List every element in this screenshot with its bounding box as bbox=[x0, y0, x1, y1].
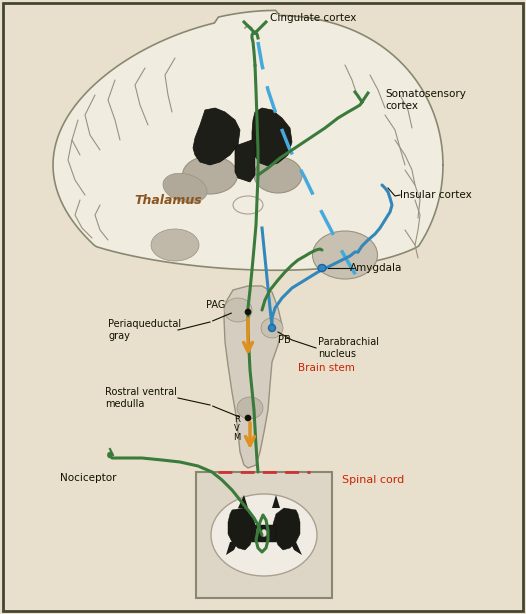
Ellipse shape bbox=[261, 318, 283, 338]
Polygon shape bbox=[238, 495, 248, 508]
Text: Spinal cord: Spinal cord bbox=[342, 475, 404, 485]
Text: R
V
M: R V M bbox=[232, 415, 240, 442]
Polygon shape bbox=[53, 10, 443, 270]
Text: Thalamus: Thalamus bbox=[134, 193, 202, 206]
Ellipse shape bbox=[183, 156, 238, 194]
Text: Amygdala: Amygdala bbox=[350, 263, 402, 273]
PathPatch shape bbox=[224, 286, 282, 468]
Polygon shape bbox=[193, 108, 240, 165]
Polygon shape bbox=[272, 495, 280, 508]
Ellipse shape bbox=[312, 231, 378, 279]
Text: Somatosensory
cortex: Somatosensory cortex bbox=[385, 89, 466, 111]
Polygon shape bbox=[273, 508, 300, 550]
Ellipse shape bbox=[233, 196, 263, 214]
Text: PAG: PAG bbox=[206, 300, 225, 310]
Text: Brain stem: Brain stem bbox=[298, 363, 355, 373]
Ellipse shape bbox=[261, 529, 267, 537]
Ellipse shape bbox=[237, 397, 263, 419]
Text: Cingulate cortex: Cingulate cortex bbox=[270, 13, 357, 23]
Text: Insular cortex: Insular cortex bbox=[400, 190, 472, 200]
Text: Rostral ventral
medulla: Rostral ventral medulla bbox=[105, 387, 177, 409]
Polygon shape bbox=[235, 140, 255, 182]
Text: Nociceptor: Nociceptor bbox=[60, 473, 116, 483]
Polygon shape bbox=[290, 542, 302, 555]
Text: Parabrachial
nucleus: Parabrachial nucleus bbox=[318, 337, 379, 359]
Ellipse shape bbox=[163, 173, 207, 203]
Ellipse shape bbox=[107, 452, 113, 458]
Polygon shape bbox=[252, 108, 292, 166]
Ellipse shape bbox=[318, 265, 326, 271]
Ellipse shape bbox=[211, 494, 317, 576]
Ellipse shape bbox=[245, 309, 251, 315]
Ellipse shape bbox=[268, 325, 276, 332]
Ellipse shape bbox=[224, 298, 252, 322]
Polygon shape bbox=[228, 508, 255, 550]
Polygon shape bbox=[226, 542, 238, 555]
FancyBboxPatch shape bbox=[196, 472, 332, 598]
Ellipse shape bbox=[245, 415, 251, 421]
Ellipse shape bbox=[151, 229, 199, 261]
Ellipse shape bbox=[254, 157, 302, 193]
Polygon shape bbox=[252, 525, 276, 542]
Text: Periaqueductal
gray: Periaqueductal gray bbox=[108, 319, 181, 341]
Text: PB: PB bbox=[278, 335, 291, 345]
